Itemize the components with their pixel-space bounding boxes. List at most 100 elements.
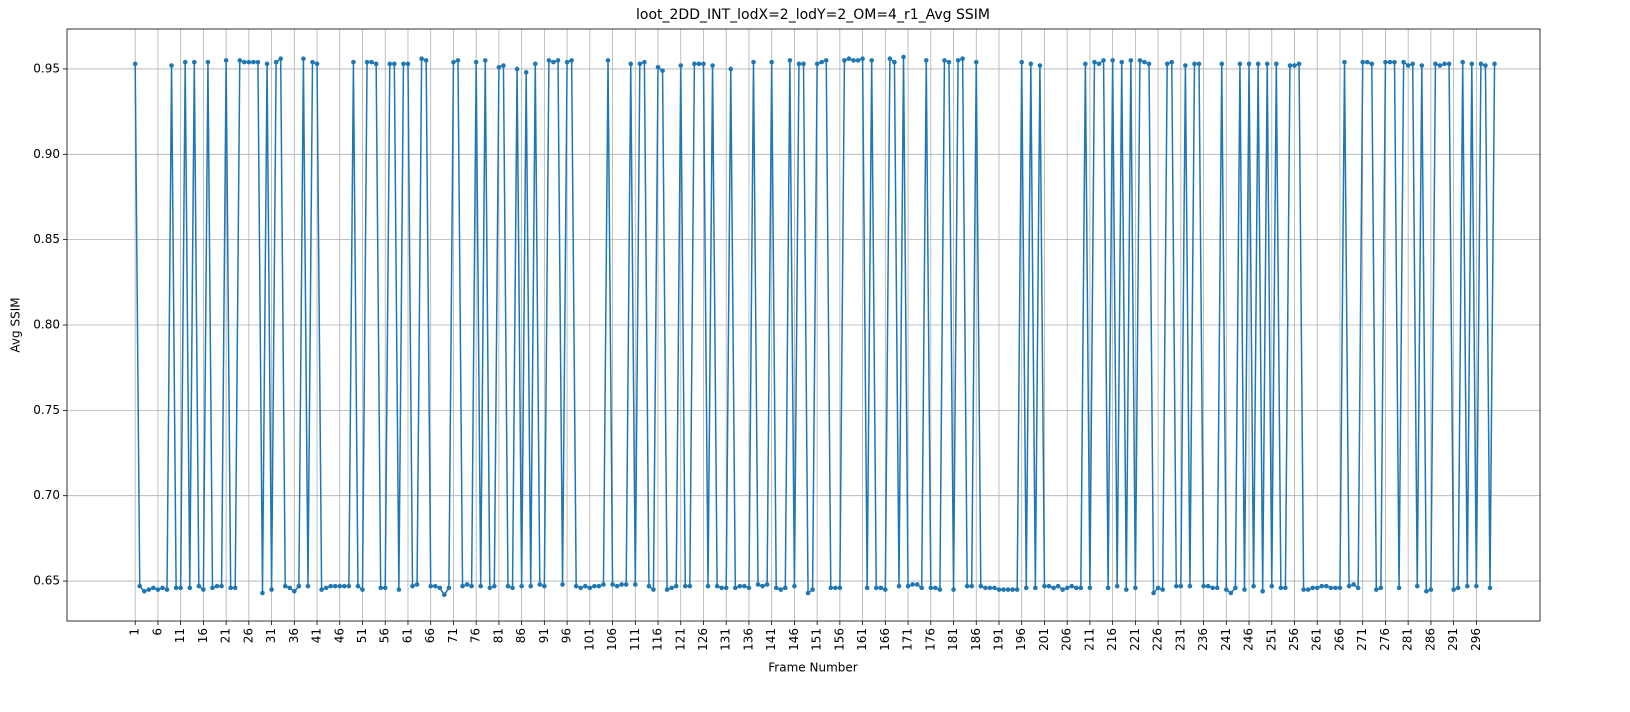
data-point [851,58,856,63]
data-point [1424,588,1429,594]
data-point [801,61,806,67]
data-point [1037,63,1043,68]
data-point [637,61,643,67]
data-point [660,68,665,73]
x-tick-label: 66 [423,628,437,643]
data-point [837,585,843,591]
x-tick-label: 111 [628,628,642,651]
data-point [542,583,547,589]
data-point [1319,583,1325,589]
data-point [1123,587,1129,592]
data-point [814,61,820,67]
x-tick-label: 281 [1401,628,1415,651]
data-point [1219,61,1225,67]
x-tick-label: 121 [673,628,687,651]
data-point [605,58,611,63]
x-tick-label: 81 [491,628,505,643]
data-point [160,585,165,591]
data-point [883,587,888,592]
data-point [1142,59,1147,65]
data-point [1201,583,1206,589]
data-point [1455,585,1461,591]
data-point [728,66,734,72]
data-point [778,587,784,592]
data-point [1428,587,1434,592]
data-point [1446,61,1452,67]
x-tick-label: 296 [1469,628,1483,651]
data-point [532,61,538,67]
data-point [1246,61,1252,67]
x-tick-label: 1 [128,628,142,636]
data-point [355,583,361,589]
data-point [496,64,502,70]
data-point [141,588,147,594]
data-point [737,583,743,589]
data-point [796,61,802,67]
data-point [182,59,188,65]
data-point [983,585,988,591]
x-tick-label: 291 [1446,628,1460,651]
data-point [869,58,874,63]
data-point [1237,61,1243,67]
data-point [169,63,174,68]
data-point [873,585,879,591]
data-point [387,61,393,67]
data-point [214,583,220,589]
data-point [923,58,929,63]
x-tick-label: 86 [514,628,528,643]
data-point [905,583,911,589]
data-point [1083,61,1088,67]
data-point [783,585,788,591]
data-point [687,583,693,589]
data-point [901,54,906,60]
data-point [1110,58,1115,63]
x-tick-label: 206 [1060,628,1074,651]
data-point [1151,590,1156,596]
data-point [1387,59,1393,65]
data-point [810,587,815,592]
data-line [134,56,1496,597]
data-point [501,63,506,68]
data-point [1064,585,1070,591]
x-tick-label: 11 [173,628,187,643]
data-point [264,61,270,67]
data-point [287,585,293,591]
data-point [510,585,515,591]
data-point [960,56,965,62]
data-point [1187,583,1193,589]
x-tick-label: 21 [219,628,233,643]
data-point [928,585,934,591]
data-point [560,582,565,587]
data-point [1028,61,1034,67]
y-axis-label: Avg SSIM [9,297,23,352]
data-point [1078,585,1084,591]
data-point [1364,59,1370,65]
data-point [369,59,374,65]
data-point [910,582,915,587]
data-point [1328,585,1334,591]
data-point [1410,61,1416,67]
data-point [1242,587,1247,592]
data-point [1487,585,1493,591]
chart-title: loot_2DD_INT_lodX=2_lodY=2_OM=4_r1_Avg S… [636,7,990,23]
data-point [1492,61,1497,67]
data-point [1010,587,1015,592]
data-point [1164,61,1170,67]
x-tick-label: 241 [1219,628,1233,651]
data-point [569,58,574,63]
data-point [1264,61,1270,67]
data-point [1119,59,1125,65]
data-point [1351,582,1356,587]
data-point [1137,58,1143,63]
x-tick-label: 191 [991,628,1005,651]
data-point [1005,587,1011,592]
data-point [655,64,661,70]
data-point [1105,585,1111,591]
data-point [1183,63,1188,68]
data-point [705,583,711,589]
data-point [573,583,579,589]
data-point [196,583,202,589]
y-tick-label: 0.65 [33,574,60,588]
data-point [323,585,329,591]
